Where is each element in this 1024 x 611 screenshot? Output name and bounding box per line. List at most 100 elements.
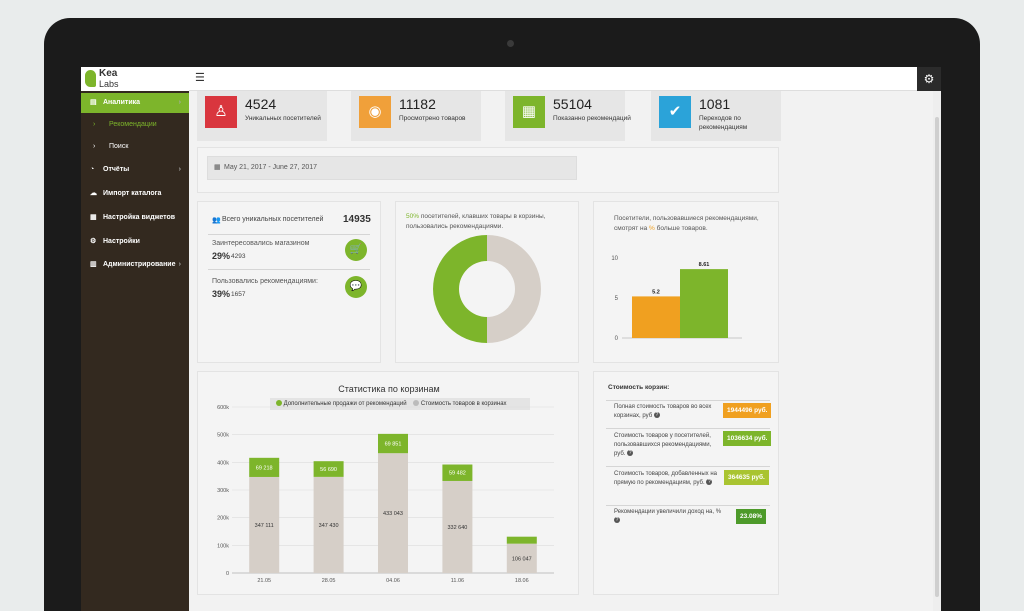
logo-text-line2: Labs — [99, 79, 119, 89]
basket-costs-card: Стоимость корзин: Полная стоимость товар… — [593, 371, 779, 595]
info-icon[interactable]: ? — [653, 412, 660, 419]
sidebar-item-label: Отчёты — [103, 166, 130, 173]
menu-toggle-icon[interactable]: ☰ — [195, 72, 205, 84]
divider — [606, 428, 770, 429]
sidebar-item-settings[interactable]: ⚙ Настройки — [81, 232, 189, 252]
donut-chart — [433, 235, 541, 343]
check-icon: ✔ — [659, 96, 691, 128]
stat-value: 11182 — [399, 96, 436, 112]
legend-label: Стоимость товаров в корзинах — [420, 401, 507, 407]
y-tick-label: 0 — [226, 571, 229, 577]
sidebar-item-label: Поиск — [109, 143, 129, 150]
parrot-logo-icon — [85, 70, 96, 87]
bar-extra-sales — [506, 536, 537, 544]
pie-icon: ◔ — [90, 166, 95, 173]
scrollbar-thumb[interactable] — [935, 117, 939, 597]
basket-row-text: Стоимость товаров у посетителей, пользов… — [614, 433, 712, 457]
date-range-picker[interactable]: ▦ May 21, 2017 - June 27, 2017 — [207, 156, 577, 180]
sidebar: ▤ Аналитика › › Рекомендации › Поиск ◔ О… — [81, 91, 189, 611]
y-tick-label: 0 — [615, 336, 619, 342]
logo[interactable]: Kea Labs — [81, 67, 189, 91]
small-bar-caption-suffix: больше товаров. — [656, 225, 708, 232]
interested-label: Заинтересовались магазином — [212, 240, 310, 247]
stat-recommendation-clicks: ✔ 1081 Переходов по рекомендациям — [651, 91, 781, 141]
sidebar-item-label: Администрирование — [103, 261, 176, 268]
small-bar-chart: 0 5 10 5.2 8.61 — [611, 256, 742, 342]
basket-row-label: Стоимость товаров у посетителей, пользов… — [614, 432, 724, 459]
x-tick-label: 28.05 — [322, 578, 336, 584]
cart-icon: 🛒 — [345, 239, 367, 261]
y-tick-label: 400k — [217, 460, 229, 466]
sidebar-item-label: Рекомендации — [109, 121, 157, 128]
y-tick-label: 500k — [217, 433, 229, 439]
stat-value: 1081 — [699, 96, 731, 112]
bar-basket-value — [378, 453, 408, 573]
basket-row-text: Полная стоимость товаров во всех корзина… — [614, 404, 712, 419]
interested-pct: 29% — [212, 251, 231, 261]
scrollbar[interactable] — [933, 91, 941, 611]
total-visitors-label: Всего уникальных посетителей — [222, 216, 324, 223]
info-icon[interactable]: ? — [706, 479, 713, 486]
logo-text-line1: Kea — [99, 68, 118, 79]
bar-value-label: 332 640 — [447, 525, 467, 531]
used-pct: 39% — [212, 289, 231, 299]
date-range-text: May 21, 2017 - June 27, 2017 — [224, 164, 318, 171]
cloud-icon: ☁ — [90, 190, 97, 197]
sidebar-item-label: Настройки — [103, 238, 140, 245]
chart-icon: ▤ — [90, 99, 97, 106]
screen: Kea Labs ☰ ⚙ ▤ Аналитика › › Рекомендаци… — [81, 67, 941, 611]
donut-slice — [487, 235, 541, 343]
legend-label: Дополнительные продажи от рекомендаций — [283, 401, 407, 407]
sidebar-item-label: Аналитика — [103, 99, 141, 106]
stat-value: 4524 — [245, 96, 277, 112]
divider — [606, 466, 770, 467]
sidebar-item-widgets[interactable]: ▦ Настройка виджетов — [81, 208, 189, 228]
sidebar-item-admin[interactable]: ▥ Администрирование › — [81, 255, 189, 275]
bar-value-label: 59 482 — [449, 471, 466, 477]
y-tick-label: 100k — [217, 543, 229, 549]
divider — [606, 400, 770, 401]
basket-row-value: 364635 руб. — [724, 470, 769, 485]
basket-row-label: Рекомендации увеличили доход на, % ? — [614, 508, 724, 526]
bar-basket-value — [442, 480, 473, 573]
bar — [632, 296, 680, 338]
info-icon[interactable]: ? — [614, 517, 620, 524]
bar-basket-value — [506, 543, 537, 573]
y-tick-label: 200k — [217, 516, 229, 522]
bar-value-label: 56 690 — [320, 467, 337, 473]
settings-gear-icon[interactable]: ⚙ — [917, 67, 941, 91]
stat-label: Просмотрено товаров — [399, 115, 466, 122]
basket-row-text: Рекомендации увеличили доход на, % — [614, 509, 722, 515]
y-tick-label: 5 — [615, 296, 619, 302]
bar-chart-icon: ▥ — [90, 261, 97, 268]
bar-value-label: 106 047 — [512, 556, 532, 562]
chat-icon: 💬 — [345, 276, 367, 298]
stat-label: Показанно рекомендаций — [553, 115, 631, 122]
divider — [606, 505, 770, 506]
bullet-icon: › — [93, 143, 96, 150]
info-icon[interactable]: ? — [627, 450, 634, 457]
donut-slice — [433, 235, 487, 343]
bar-value-label: 69 218 — [256, 465, 273, 471]
sidebar-item-reports[interactable]: ◔ Отчёты › — [81, 160, 189, 180]
grid-icon: ▦ — [90, 214, 97, 221]
sidebar-item-recommendations[interactable]: › Рекомендации — [81, 115, 189, 135]
baskets-chart-title: Статистика по корзинам — [338, 384, 440, 394]
bar-basket-value — [249, 476, 280, 573]
sidebar-item-analytics[interactable]: ▤ Аналитика › — [81, 93, 189, 113]
bullet-icon: › — [93, 121, 96, 128]
y-tick-label: 600k — [217, 405, 229, 411]
sidebar-item-catalog-import[interactable]: ☁ Импорт каталога — [81, 184, 189, 204]
visitors-card: 👥 Всего уникальных посетителей 14935 Заи… — [197, 201, 381, 363]
sidebar-item-search[interactable]: › Поиск — [81, 137, 189, 157]
bar-value-label: 8.61 — [699, 262, 710, 268]
bar-extra-sales — [378, 433, 408, 454]
legend-swatch-beige — [413, 400, 420, 407]
baskets-bar-chart: 0 100k 200k 300k 400k 500k 600k 347 111 69 218 21… — [217, 405, 554, 584]
total-visitors-value: 14935 — [343, 214, 371, 225]
used-recommendations-label: Пользовались рекомендациями: — [212, 278, 318, 285]
basket-row-label: Полная стоимость товаров во всех корзина… — [614, 403, 724, 421]
divider — [208, 269, 370, 270]
small-bar-card: Посетители, пользовавшиеся рекомендациям… — [593, 201, 779, 363]
x-tick-label: 04.06 — [386, 578, 400, 584]
